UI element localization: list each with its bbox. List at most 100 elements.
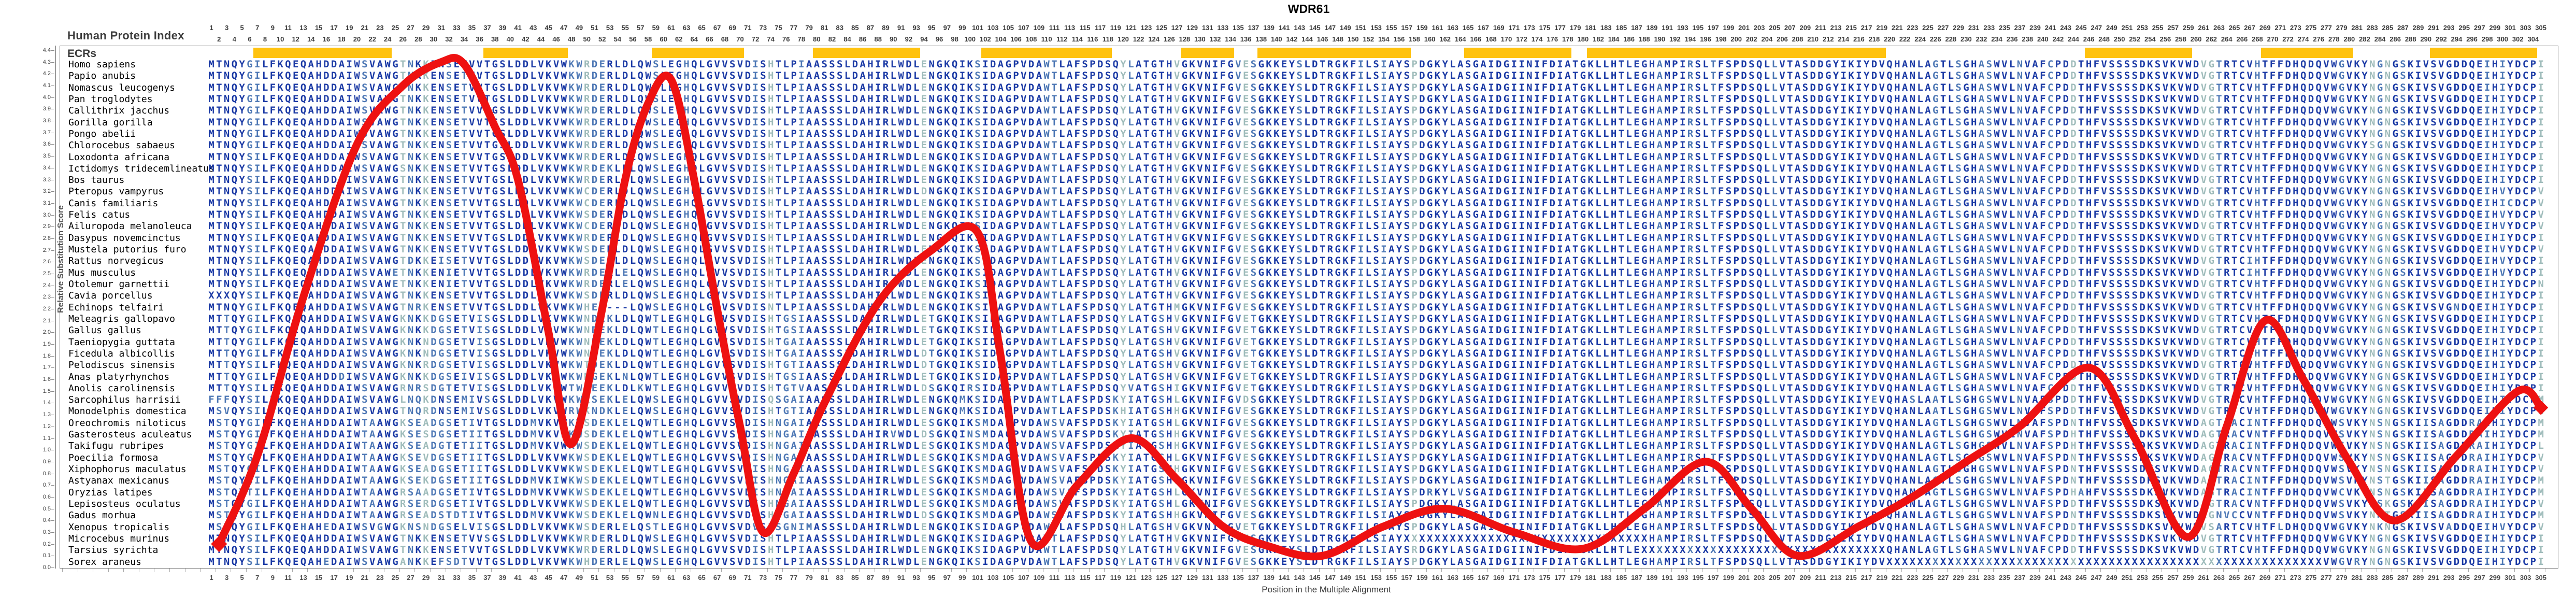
sequence-run: LDTRGKF xyxy=(1304,127,1358,139)
sequence-run: DGS xyxy=(431,475,454,487)
sequence-run: WVL xyxy=(1994,417,2017,429)
sequence-run: KIVSVGDDQE xyxy=(2408,127,2484,139)
sequence-run: NGKQIK xyxy=(928,162,975,174)
sequence-run: WVL xyxy=(1994,59,2017,70)
sequence-run: WT xyxy=(1043,116,1059,128)
sequence-run: SM xyxy=(975,463,990,475)
sequence-run: LDTRGKF xyxy=(1304,336,1358,348)
y-tick-label: 1.9 xyxy=(42,341,51,348)
sequence-run: VG xyxy=(2200,532,2216,544)
top-position-number: 26 xyxy=(399,35,407,43)
sequence-run: MT xyxy=(208,382,224,394)
sequence-run: DGKYLASGAIDGIINIFDIATGKLLHTLEGH xyxy=(1419,151,1657,163)
sequence-run: V xyxy=(2538,498,2546,509)
sequence-run: WVL xyxy=(1994,463,2017,475)
sequence-run: THFVSSSSDKSVKVWD xyxy=(2078,162,2201,174)
sequence-run: SM xyxy=(975,509,990,521)
sequence-run: QLGVVSVD xyxy=(691,105,753,117)
sequence-run: VKY xyxy=(2346,382,2370,394)
sequence-run: PD xyxy=(2055,59,2071,70)
top-position-number: 283 xyxy=(2366,24,2378,32)
sequence-run: TFFDHQDQVW xyxy=(2262,486,2339,498)
sequence-run: DEK xyxy=(591,162,615,174)
sequence-run: VS xyxy=(2200,521,2216,533)
sequence-run: AS xyxy=(1978,336,1994,348)
sequence-run: VKY xyxy=(2346,127,2370,139)
top-position-number: 70 xyxy=(736,35,744,43)
sequence-run: VAWG xyxy=(369,116,400,128)
sequence-run: SL xyxy=(1695,59,1711,70)
x-tick-mark xyxy=(1625,569,1626,572)
sequence-run: AH xyxy=(308,521,324,533)
sequence-run: SL xyxy=(1695,244,1711,256)
sequence-run: NGAI xyxy=(775,486,806,498)
sequence-run: LDTRGKF xyxy=(1304,162,1358,174)
top-position-number: 188 xyxy=(1638,35,1650,43)
top-position-number: 217 xyxy=(1861,24,1872,32)
sequence-run: AWG xyxy=(377,463,400,475)
y-tick-mark xyxy=(51,344,54,345)
sequence-run: LAFSPDSQ xyxy=(1058,359,1121,371)
bottom-position-number: 1 xyxy=(209,574,213,581)
sequence-run: K xyxy=(423,556,431,567)
y-tick-mark xyxy=(51,332,54,333)
top-position-number: 218 xyxy=(1868,35,1880,43)
sequence-run: GH xyxy=(1963,255,1979,267)
sequence-run: AYS xyxy=(1388,151,1412,163)
y-axis-label: Relative Substitution Score xyxy=(56,205,66,313)
sequence-run: LS xyxy=(1365,394,1381,406)
top-position-number: 300 xyxy=(2497,35,2509,43)
sequence-run: DGKYLASGAIDGIINIFDIATGKLLHTLEGH xyxy=(1419,359,1657,371)
top-position-number: 189 xyxy=(1646,24,1658,32)
sequence-run: PD xyxy=(2055,509,2071,521)
sequence-run: KW xyxy=(568,429,584,441)
sequence-run: MTNQY xyxy=(208,209,247,221)
sequence-run: VAWG xyxy=(369,347,400,359)
x-tick-mark xyxy=(1319,569,1320,572)
x-tick-mark xyxy=(1441,569,1442,572)
ecrs-label: ECRs xyxy=(67,48,97,60)
top-position-number: 71 xyxy=(744,24,752,32)
top-position-number: 93 xyxy=(912,24,920,32)
bottom-position-number: 249 xyxy=(2106,574,2117,581)
sequence-run: YDCP xyxy=(2507,232,2538,244)
top-position-number: 234 xyxy=(1991,35,2002,43)
sequence-run: WT xyxy=(1043,70,1059,82)
sequence-run: M xyxy=(2538,509,2546,521)
sequence-run: IDAGPVDA xyxy=(982,105,1044,117)
sequence-run: MPI xyxy=(1664,220,1687,232)
bottom-position-number: 237 xyxy=(2014,574,2026,581)
sequence-run: FSPDSQL xyxy=(1718,209,1772,221)
sequence-run: VG xyxy=(2200,405,2216,417)
sequence-run: LDTRGKF xyxy=(1304,394,1358,406)
sequence-run: IS xyxy=(476,359,492,371)
sequence-run: SI xyxy=(247,255,262,267)
sequence-run: TFFDHQDQVW xyxy=(2262,139,2339,151)
top-position-number: 212 xyxy=(1822,35,1834,43)
sequence-run: TFFDHQDQVW xyxy=(2262,347,2339,359)
sequence-run: AYS xyxy=(1388,429,1412,441)
sequence-run: KIVSVGDDQE xyxy=(2408,347,2484,359)
sequence-run: AASSSLDAHIRLWDL xyxy=(806,498,921,509)
sequence-run: KW xyxy=(568,151,584,163)
sequence-run: DGKYLASGAIDGIINIFDIATGKLLHTLEGH xyxy=(1419,440,1657,452)
sequence-run: SA xyxy=(407,486,423,498)
sequence-run: THFVSSSSDKSVKVWD xyxy=(2078,174,2201,186)
sequence-run: VAF xyxy=(2024,301,2048,313)
sequence-run: GH xyxy=(1963,105,1979,117)
bottom-position-number: 21 xyxy=(361,574,369,581)
sequence-run: GH xyxy=(1963,359,1979,371)
top-position-number: 147 xyxy=(1324,24,1336,32)
top-position-number: 299 xyxy=(2489,24,2501,32)
x-tick-mark xyxy=(1686,569,1687,572)
sequence-run: VVTGSLDDLVKVW xyxy=(469,244,569,256)
sequence-run: RTC xyxy=(2224,266,2247,278)
sequence-run: SE xyxy=(407,498,423,509)
sequence-run: VKY xyxy=(2346,498,2370,509)
sequence-run: AG xyxy=(2200,509,2216,521)
top-position-number: 108 xyxy=(1025,35,1037,43)
top-position-number: 56 xyxy=(629,35,637,43)
sequence-run: YDCP xyxy=(2507,382,2538,394)
sequence-run: TL xyxy=(1940,440,1956,452)
sequence-run: KI xyxy=(2408,417,2423,429)
